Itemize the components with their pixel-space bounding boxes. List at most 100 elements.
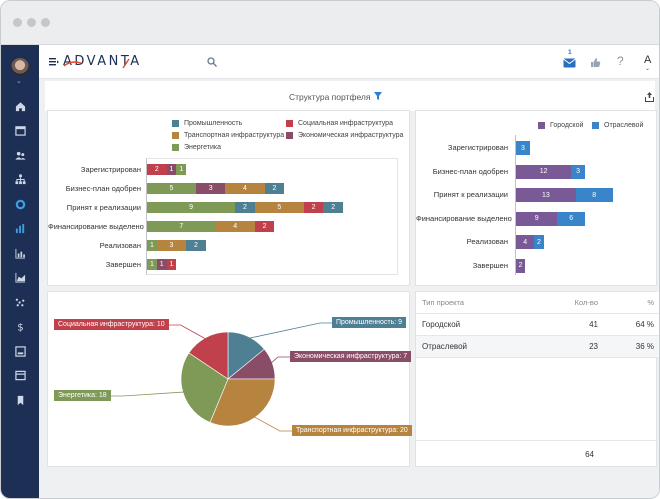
thumbs-up-icon[interactable] bbox=[590, 57, 601, 68]
pie-slice[interactable] bbox=[188, 331, 229, 380]
project-type-table: Тип проекта Кол-во% Городской 41 64 % Отрасле… bbox=[415, 291, 659, 467]
pie-slice[interactable] bbox=[209, 378, 276, 427]
bar-segment[interactable]: 2 bbox=[264, 183, 285, 194]
bar-segment[interactable]: 3 bbox=[196, 183, 226, 194]
table-header-row: Тип проекта Кол-во% bbox=[416, 292, 659, 314]
window-dot[interactable] bbox=[13, 18, 22, 27]
mail-icon[interactable] bbox=[563, 58, 576, 68]
table-header-cell[interactable]: Тип проекта bbox=[422, 298, 465, 307]
area-chart-icon[interactable] bbox=[1, 270, 39, 286]
table-row[interactable]: Отраслевой 23 36 % bbox=[416, 336, 659, 358]
filter-icon[interactable] bbox=[374, 92, 382, 100]
brand-logo[interactable]: ADVANTA bbox=[63, 54, 142, 70]
bar-segment[interactable]: 1 bbox=[147, 240, 157, 251]
table-header-cell[interactable]: % bbox=[647, 298, 654, 307]
bar-segment[interactable]: 7 bbox=[147, 221, 216, 232]
bar-value-label: 1 bbox=[149, 261, 154, 268]
bar-value-label: 7 bbox=[179, 223, 184, 230]
table-total: 64 bbox=[585, 450, 594, 459]
scatter-icon[interactable] bbox=[1, 294, 39, 310]
bar-segment[interactable]: 3 bbox=[571, 164, 585, 179]
menu-icon[interactable] bbox=[49, 58, 59, 66]
bar-segment[interactable]: 1 bbox=[147, 259, 157, 270]
pie-slice[interactable] bbox=[180, 352, 229, 423]
pie-slice-label[interactable]: Социальная инфраструктура: 10 bbox=[54, 319, 169, 330]
table-row[interactable]: Городской 41 64 % bbox=[416, 314, 659, 336]
search-icon[interactable] bbox=[207, 57, 217, 67]
org-chart-icon[interactable] bbox=[1, 172, 39, 188]
help-icon[interactable]: ? bbox=[617, 54, 624, 68]
user-initial[interactable]: A bbox=[644, 54, 652, 66]
legend-item[interactable]: Промышленность bbox=[172, 120, 242, 127]
bar-segment[interactable]: 4 bbox=[516, 235, 535, 249]
bar-segment[interactable]: 1 bbox=[166, 164, 177, 175]
bar-value-label: 2 bbox=[154, 166, 159, 173]
chevron-down-icon[interactable]: ⌄ bbox=[645, 66, 651, 72]
bar-category-label: Принят к реализации bbox=[66, 203, 141, 212]
legend-label: Энергетика bbox=[184, 144, 221, 151]
pie-slice-label[interactable]: Экономическая инфраструктура: 7 bbox=[290, 351, 412, 362]
window-titlebar bbox=[1, 1, 659, 45]
bar-segment[interactable]: 2 bbox=[254, 221, 275, 232]
export-icon[interactable] bbox=[645, 92, 654, 102]
bar-segment[interactable]: 5 bbox=[254, 202, 304, 213]
bar-value-label: 2 bbox=[272, 185, 277, 192]
bar-segment[interactable]: 9 bbox=[516, 211, 558, 226]
bar-segment[interactable]: 3 bbox=[516, 141, 530, 155]
legend-item[interactable]: Энергетика bbox=[172, 144, 221, 151]
bar-segment[interactable]: 8 bbox=[575, 188, 613, 202]
report-icon[interactable] bbox=[1, 343, 39, 359]
people-icon[interactable] bbox=[1, 147, 39, 163]
bar-segment[interactable]: 13 bbox=[516, 188, 576, 202]
bar-segment[interactable]: 2 bbox=[147, 164, 167, 175]
dashboard-header: Структура портфеля bbox=[45, 81, 655, 111]
pie-leader-line bbox=[110, 391, 186, 397]
bar-segment[interactable]: 1 bbox=[176, 164, 187, 175]
bar-segment[interactable]: 2 bbox=[235, 202, 255, 213]
bar-segment[interactable]: 1 bbox=[156, 259, 167, 270]
chevron-down-icon[interactable]: ⌄ bbox=[16, 78, 22, 85]
bar-chart-icon[interactable] bbox=[1, 221, 39, 237]
legend-item[interactable]: Социальная инфраструктура bbox=[286, 120, 393, 127]
table-icon[interactable] bbox=[1, 368, 39, 384]
pie-slice-label[interactable]: Энергетика: 18 bbox=[54, 390, 111, 401]
bar-segment[interactable]: 3 bbox=[156, 240, 187, 251]
bar-value-label: 13 bbox=[542, 191, 550, 199]
bar-value-label: 2 bbox=[537, 238, 541, 246]
bar-segment[interactable]: 2 bbox=[303, 202, 324, 213]
bar-segment[interactable]: 12 bbox=[516, 164, 572, 179]
pie-slice-label[interactable]: Промышленность: 9 bbox=[332, 317, 407, 328]
column-chart-icon[interactable] bbox=[1, 245, 39, 261]
bar-segment[interactable]: 2 bbox=[186, 240, 206, 251]
avatar[interactable] bbox=[11, 58, 29, 76]
legend-item[interactable]: Отраслевой bbox=[592, 122, 643, 129]
calendar-icon[interactable] bbox=[1, 123, 39, 139]
bar-value-label: 1 bbox=[159, 261, 164, 268]
bar-segment[interactable]: 4 bbox=[215, 221, 255, 232]
bar-segment[interactable]: 2 bbox=[516, 258, 526, 273]
bar-segment[interactable]: 4 bbox=[225, 183, 265, 194]
bar-segment[interactable]: 2 bbox=[323, 202, 343, 213]
window-dot[interactable] bbox=[27, 18, 36, 27]
dollar-icon[interactable]: $ bbox=[1, 319, 39, 335]
home-icon[interactable] bbox=[1, 98, 39, 114]
bookmark-icon[interactable] bbox=[1, 392, 39, 408]
table-header-cell[interactable]: Кол-во bbox=[574, 298, 598, 307]
bar-segment[interactable]: 2 bbox=[534, 235, 544, 249]
plot-frame bbox=[146, 158, 398, 275]
legend-item[interactable]: Экономическая инфраструктура bbox=[286, 132, 403, 139]
legend-item[interactable]: Городской bbox=[538, 122, 583, 129]
legend-item[interactable]: Транспортная инфраструктура bbox=[172, 132, 284, 139]
pie-slice-label[interactable]: Транспортная инфраструктура: 20 bbox=[292, 425, 412, 436]
window-dot[interactable] bbox=[41, 18, 50, 27]
legend-label: Социальная инфраструктура bbox=[298, 120, 393, 127]
bar-segment[interactable]: 5 bbox=[147, 183, 196, 194]
bar-value-label: 1 bbox=[169, 261, 174, 268]
pie-svg bbox=[110, 322, 332, 432]
bar-segment[interactable]: 6 bbox=[557, 211, 585, 226]
donut-icon[interactable] bbox=[1, 196, 39, 212]
bar-segment[interactable]: 9 bbox=[147, 202, 236, 213]
bar-segment[interactable]: 1 bbox=[166, 259, 177, 270]
bar-value-label: 3 bbox=[169, 242, 174, 249]
legend-label: Отраслевой bbox=[604, 122, 644, 129]
